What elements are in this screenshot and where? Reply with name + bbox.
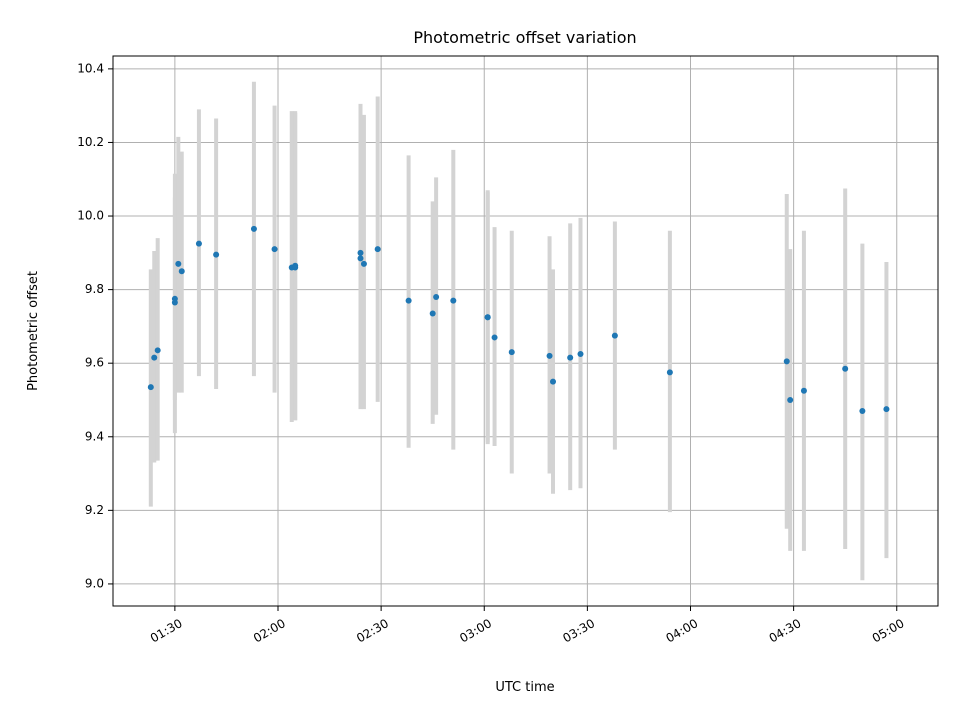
y-tick-label: 10.2 xyxy=(77,135,104,149)
data-point xyxy=(360,260,367,267)
x-tick-label: 02:00 xyxy=(251,616,288,645)
grid-lines xyxy=(113,56,938,606)
plot-frame xyxy=(112,55,939,607)
data-point xyxy=(374,246,381,253)
y-tick-label: 10.0 xyxy=(77,209,104,223)
data-point xyxy=(508,349,515,356)
x-tick-label: 05:00 xyxy=(870,616,907,645)
data-point xyxy=(484,314,491,321)
x-tick-label: 03:30 xyxy=(560,616,597,645)
y-tick-label: 9.0 xyxy=(85,576,104,590)
data-point xyxy=(405,297,412,304)
x-tick-label: 04:00 xyxy=(663,616,700,645)
data-point xyxy=(883,406,890,413)
data-point xyxy=(450,297,457,304)
y-tick-label: 9.8 xyxy=(85,282,104,296)
x-axis-ticks: 01:30 02:00 02:30 03:00 03:30 04:00 04:30 05:00 xyxy=(148,606,907,646)
data-point xyxy=(546,352,553,359)
data-point xyxy=(783,358,790,365)
y-axis-label: Photometric offset xyxy=(26,271,41,391)
data-point xyxy=(550,378,556,385)
data-point xyxy=(577,350,584,357)
data-point xyxy=(842,365,849,372)
chart-title: Photometric offset variation xyxy=(413,28,636,47)
data-point xyxy=(175,260,182,267)
data-point xyxy=(147,384,154,391)
data-point xyxy=(666,369,673,376)
y-axis-ticks: 9.0 9.2 9.4 9.6 9.8 10.0 10.2 10.4 xyxy=(77,61,113,590)
data-point xyxy=(611,332,618,339)
data-points xyxy=(147,225,890,415)
x-axis-label: UTC time xyxy=(495,680,554,695)
data-point xyxy=(567,354,574,361)
y-tick-label: 10.4 xyxy=(77,61,104,75)
data-point xyxy=(357,249,364,256)
data-point xyxy=(859,408,866,415)
data-point xyxy=(433,293,440,300)
x-tick-label: 03:00 xyxy=(457,616,494,645)
data-point xyxy=(491,334,498,341)
data-point xyxy=(195,240,202,247)
data-point xyxy=(271,246,278,253)
data-point xyxy=(171,299,178,306)
data-point xyxy=(800,387,807,394)
data-point xyxy=(151,354,158,361)
x-tick-label: 01:30 xyxy=(148,616,185,645)
x-tick-label: 04:30 xyxy=(767,616,804,645)
y-tick-label: 9.4 xyxy=(85,429,104,443)
data-point xyxy=(357,255,364,262)
data-point xyxy=(292,262,299,269)
data-point xyxy=(213,251,220,258)
data-point xyxy=(429,310,436,317)
y-tick-label: 9.6 xyxy=(85,356,104,370)
error-bars xyxy=(148,81,889,581)
data-point xyxy=(154,347,161,354)
data-point xyxy=(787,396,794,403)
y-tick-label: 9.2 xyxy=(85,503,104,517)
x-tick-label: 02:30 xyxy=(354,616,391,645)
data-point xyxy=(250,225,257,232)
data-point xyxy=(178,268,185,275)
